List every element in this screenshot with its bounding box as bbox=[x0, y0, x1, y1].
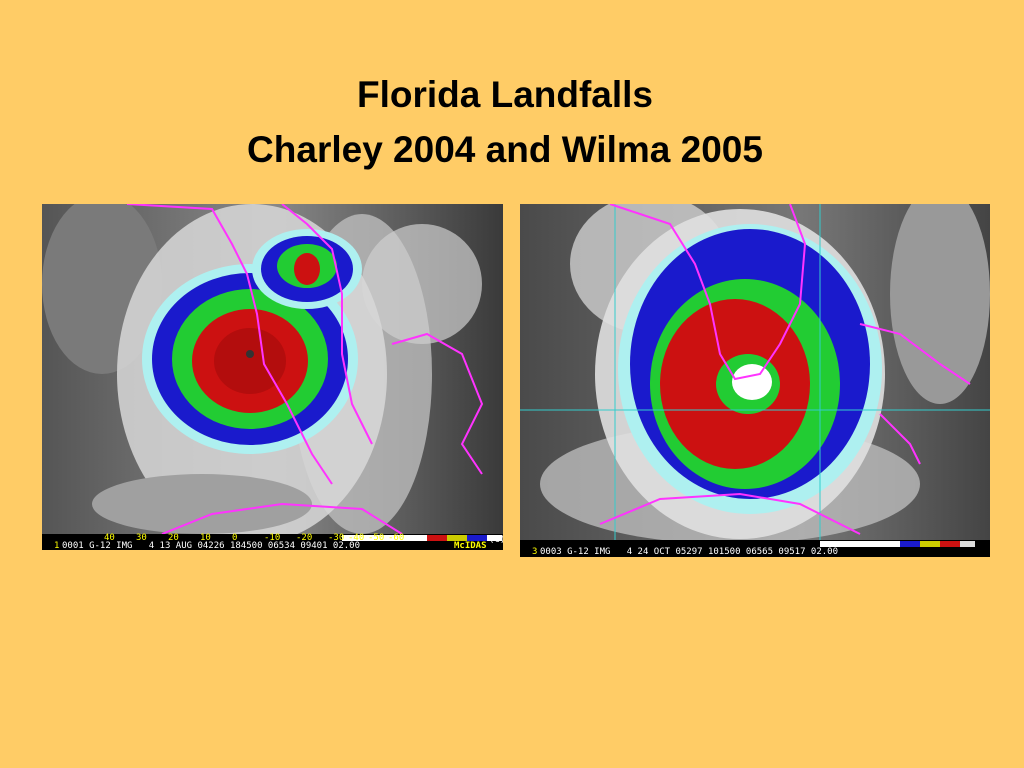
panel-number: 1 bbox=[54, 541, 59, 550]
panel-number: 3 bbox=[532, 547, 537, 557]
title-line: Charley 2004 and Wilma 2005 bbox=[247, 129, 763, 170]
scale-label: 30 bbox=[136, 533, 147, 543]
credit: McIDAS bbox=[454, 541, 487, 550]
scale-label: 20 bbox=[168, 533, 179, 543]
satellite-image-charley: 40 30 20 10 0 -10 -20 -30 -40 -50 -60 (C) 1 0001 G… bbox=[42, 204, 503, 550]
scale-label: -40 bbox=[348, 533, 364, 543]
scale-label: -20 bbox=[296, 533, 312, 543]
scale-label: -30 bbox=[328, 533, 344, 543]
scale-label: 10 bbox=[200, 533, 211, 543]
scale-label: -50 bbox=[368, 533, 384, 543]
scale-label: 0 bbox=[232, 533, 237, 543]
scale-label: 40 bbox=[104, 533, 115, 543]
scale-label: -60 bbox=[388, 533, 404, 543]
image-caption: 0001 G-12 IMG 4 13 AUG 04226 184500 0653… bbox=[62, 541, 360, 550]
satellite-image-wilma: 3 0003 G-12 IMG 4 24 OCT 05297 101500 06… bbox=[520, 204, 990, 557]
title-line: Florida Landfalls bbox=[356, 74, 654, 115]
image-caption: 0003 G-12 IMG 4 24 OCT 05297 101500 0656… bbox=[540, 547, 838, 557]
scale-label: -10 bbox=[264, 533, 280, 543]
copyright: (C) bbox=[489, 535, 503, 545]
